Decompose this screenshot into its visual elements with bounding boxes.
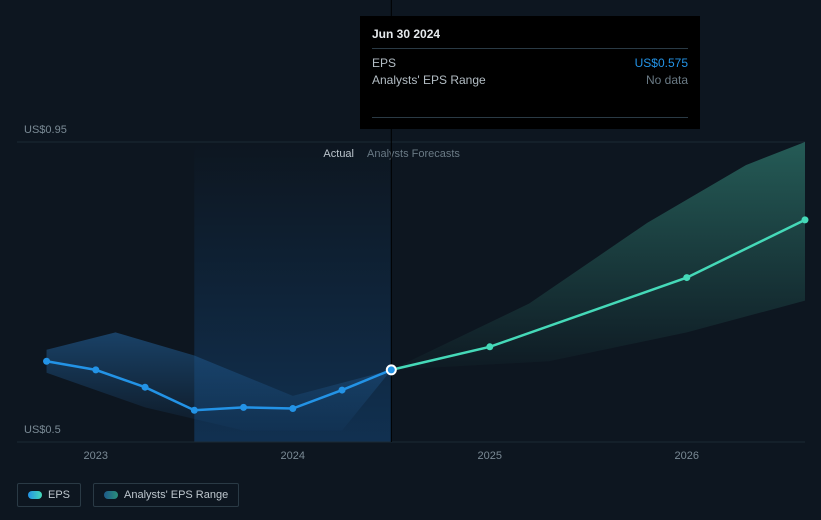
range-area-forecast <box>391 142 805 370</box>
tooltip-row-range: Analysts' EPS Range No data <box>372 72 688 89</box>
x-axis-label: 2024 <box>281 450 305 462</box>
x-axis-label: 2023 <box>84 450 108 462</box>
chart-container: US$0.95 US$0.5 Actual Analysts Forecasts <box>0 0 821 520</box>
tooltip-key: EPS <box>372 55 396 72</box>
highlight-point <box>387 365 396 374</box>
tooltip-row-eps: EPS US$0.575 <box>372 55 688 72</box>
x-axis-label: 2026 <box>675 450 699 462</box>
tooltip-date: Jun 30 2024 <box>372 27 688 41</box>
legend-label: EPS <box>48 489 70 501</box>
tooltip-value: US$0.575 <box>635 55 688 72</box>
legend-item-eps[interactable]: EPS <box>17 483 81 507</box>
legend: EPS Analysts' EPS Range <box>17 483 239 507</box>
legend-label: Analysts' EPS Range <box>124 489 228 501</box>
tooltip-key: Analysts' EPS Range <box>372 72 486 89</box>
tooltip-value: No data <box>646 72 688 89</box>
x-axis-label: 2025 <box>478 450 502 462</box>
legend-item-range[interactable]: Analysts' EPS Range <box>93 483 239 507</box>
tooltip-bottom-divider <box>372 117 688 118</box>
legend-swatch <box>104 491 118 499</box>
tooltip-divider <box>372 48 688 49</box>
legend-swatch <box>28 491 42 499</box>
tooltip: Jun 30 2024 EPS US$0.575 Analysts' EPS R… <box>360 16 700 129</box>
